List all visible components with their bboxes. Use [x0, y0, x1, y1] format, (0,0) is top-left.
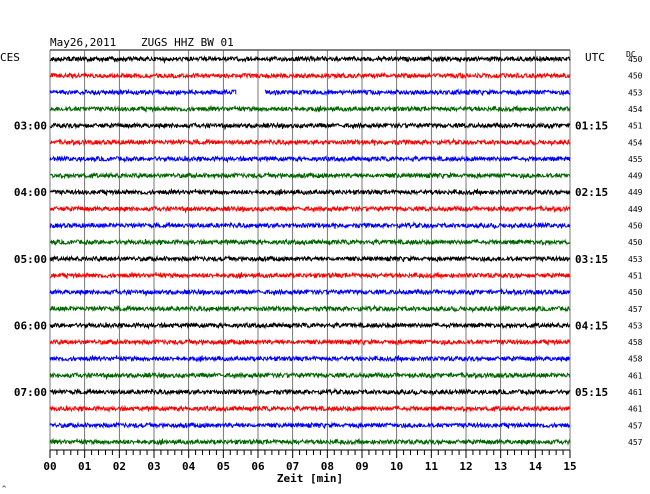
seismic-trace [49, 321, 571, 330]
dc-value-label: 458 [628, 355, 643, 364]
dc-value-label: 461 [628, 371, 643, 380]
seismic-trace [49, 154, 571, 164]
dc-value-label: 453 [628, 88, 643, 97]
seismic-trace [49, 187, 571, 197]
x-axis-label: Zeit [min] [277, 472, 343, 485]
seismic-trace [49, 387, 571, 397]
x-tick-label: 12 [459, 460, 472, 473]
right-time-label: 01:15 [575, 120, 608, 133]
dc-value-label: 451 [628, 122, 643, 131]
dc-header-label: DC [626, 50, 636, 59]
dc-value-label: 449 [628, 188, 643, 197]
dc-value-label: 449 [628, 205, 643, 214]
right-timezone-label: UTC [585, 51, 605, 64]
label-group: 00 01 02 03 04 05 06 07 08 09 10 11 12 13 14 15 450 450 45… [14, 55, 643, 473]
x-tick-label: 11 [425, 460, 439, 473]
seismic-trace [49, 338, 571, 347]
seismic-trace [49, 71, 571, 80]
x-tick-label: 08 [321, 460, 334, 473]
x-tick-label: 09 [355, 460, 368, 473]
x-tick-label: 10 [390, 460, 403, 473]
dc-value-label: 455 [628, 155, 643, 164]
dc-value-label: 454 [628, 138, 643, 147]
dc-value-label: 457 [628, 438, 643, 447]
seismic-trace [49, 55, 571, 65]
seismic-trace [49, 238, 571, 247]
x-tick-label: 05 [217, 460, 230, 473]
seismic-trace [49, 137, 571, 147]
left-time-label: 06:00 [14, 319, 47, 332]
trace-group [49, 55, 571, 447]
seismic-trace [49, 437, 571, 447]
dc-value-label: 450 [628, 288, 643, 297]
right-time-label: 05:15 [575, 386, 608, 399]
right-time-label: 03:15 [575, 253, 608, 266]
left-time-label: 04:00 [14, 186, 47, 199]
x-tick-label: 00 [43, 460, 56, 473]
dc-value-label: 461 [628, 388, 643, 397]
seismic-trace [49, 371, 571, 381]
dc-value-label: 450 [628, 72, 643, 81]
x-tick-label: 01 [78, 460, 92, 473]
seismic-trace [49, 104, 571, 114]
corner-mark: ^ [2, 485, 6, 493]
seismic-trace [49, 288, 571, 298]
seismic-trace [49, 421, 571, 430]
dc-value-label: 454 [628, 105, 643, 114]
x-tick-label: 02 [113, 460, 126, 473]
left-time-label: 05:00 [14, 253, 47, 266]
chart-station: ZUGS HHZ BW 01 [141, 36, 234, 49]
x-tick-label: 13 [494, 460, 507, 473]
seismic-trace [49, 121, 571, 131]
dc-value-label: 458 [628, 338, 643, 347]
seismic-trace [49, 404, 571, 414]
left-time-label: 03:00 [14, 120, 47, 133]
dc-value-label: 450 [628, 222, 643, 231]
seismic-trace [49, 304, 571, 314]
x-tick-label: 07 [286, 460, 299, 473]
x-tick-label: 15 [563, 460, 576, 473]
seismic-trace [49, 254, 571, 263]
left-time-label: 07:00 [14, 386, 47, 399]
gap-marker [231, 89, 237, 95]
dc-value-label: 457 [628, 421, 643, 430]
dc-value-label: 449 [628, 172, 643, 181]
dc-value-label: 453 [628, 321, 643, 330]
dc-value-label: 457 [628, 305, 643, 314]
grid-lines [49, 49, 571, 458]
seismic-trace [49, 171, 571, 180]
right-time-label: 02:15 [575, 186, 608, 199]
dc-value-label: 450 [628, 55, 643, 64]
seismic-trace [49, 220, 571, 230]
dc-value-label: 451 [628, 271, 643, 280]
left-timezone-label: CES [0, 51, 20, 64]
dc-value-label: 450 [628, 238, 643, 247]
x-tick-label: 14 [529, 460, 543, 473]
seismic-trace [49, 271, 571, 280]
x-tick-label: 04 [182, 460, 196, 473]
seismic-trace [49, 204, 571, 214]
x-tick-label: 06 [251, 460, 265, 473]
x-tick-label: 03 [147, 460, 160, 473]
seismic-trace [49, 87, 571, 97]
chart-date: May26,2011 [50, 36, 116, 49]
right-time-label: 04:15 [575, 319, 608, 332]
dc-value-label: 453 [628, 255, 643, 264]
seismic-trace [49, 354, 571, 363]
dc-value-label: 461 [628, 405, 643, 414]
